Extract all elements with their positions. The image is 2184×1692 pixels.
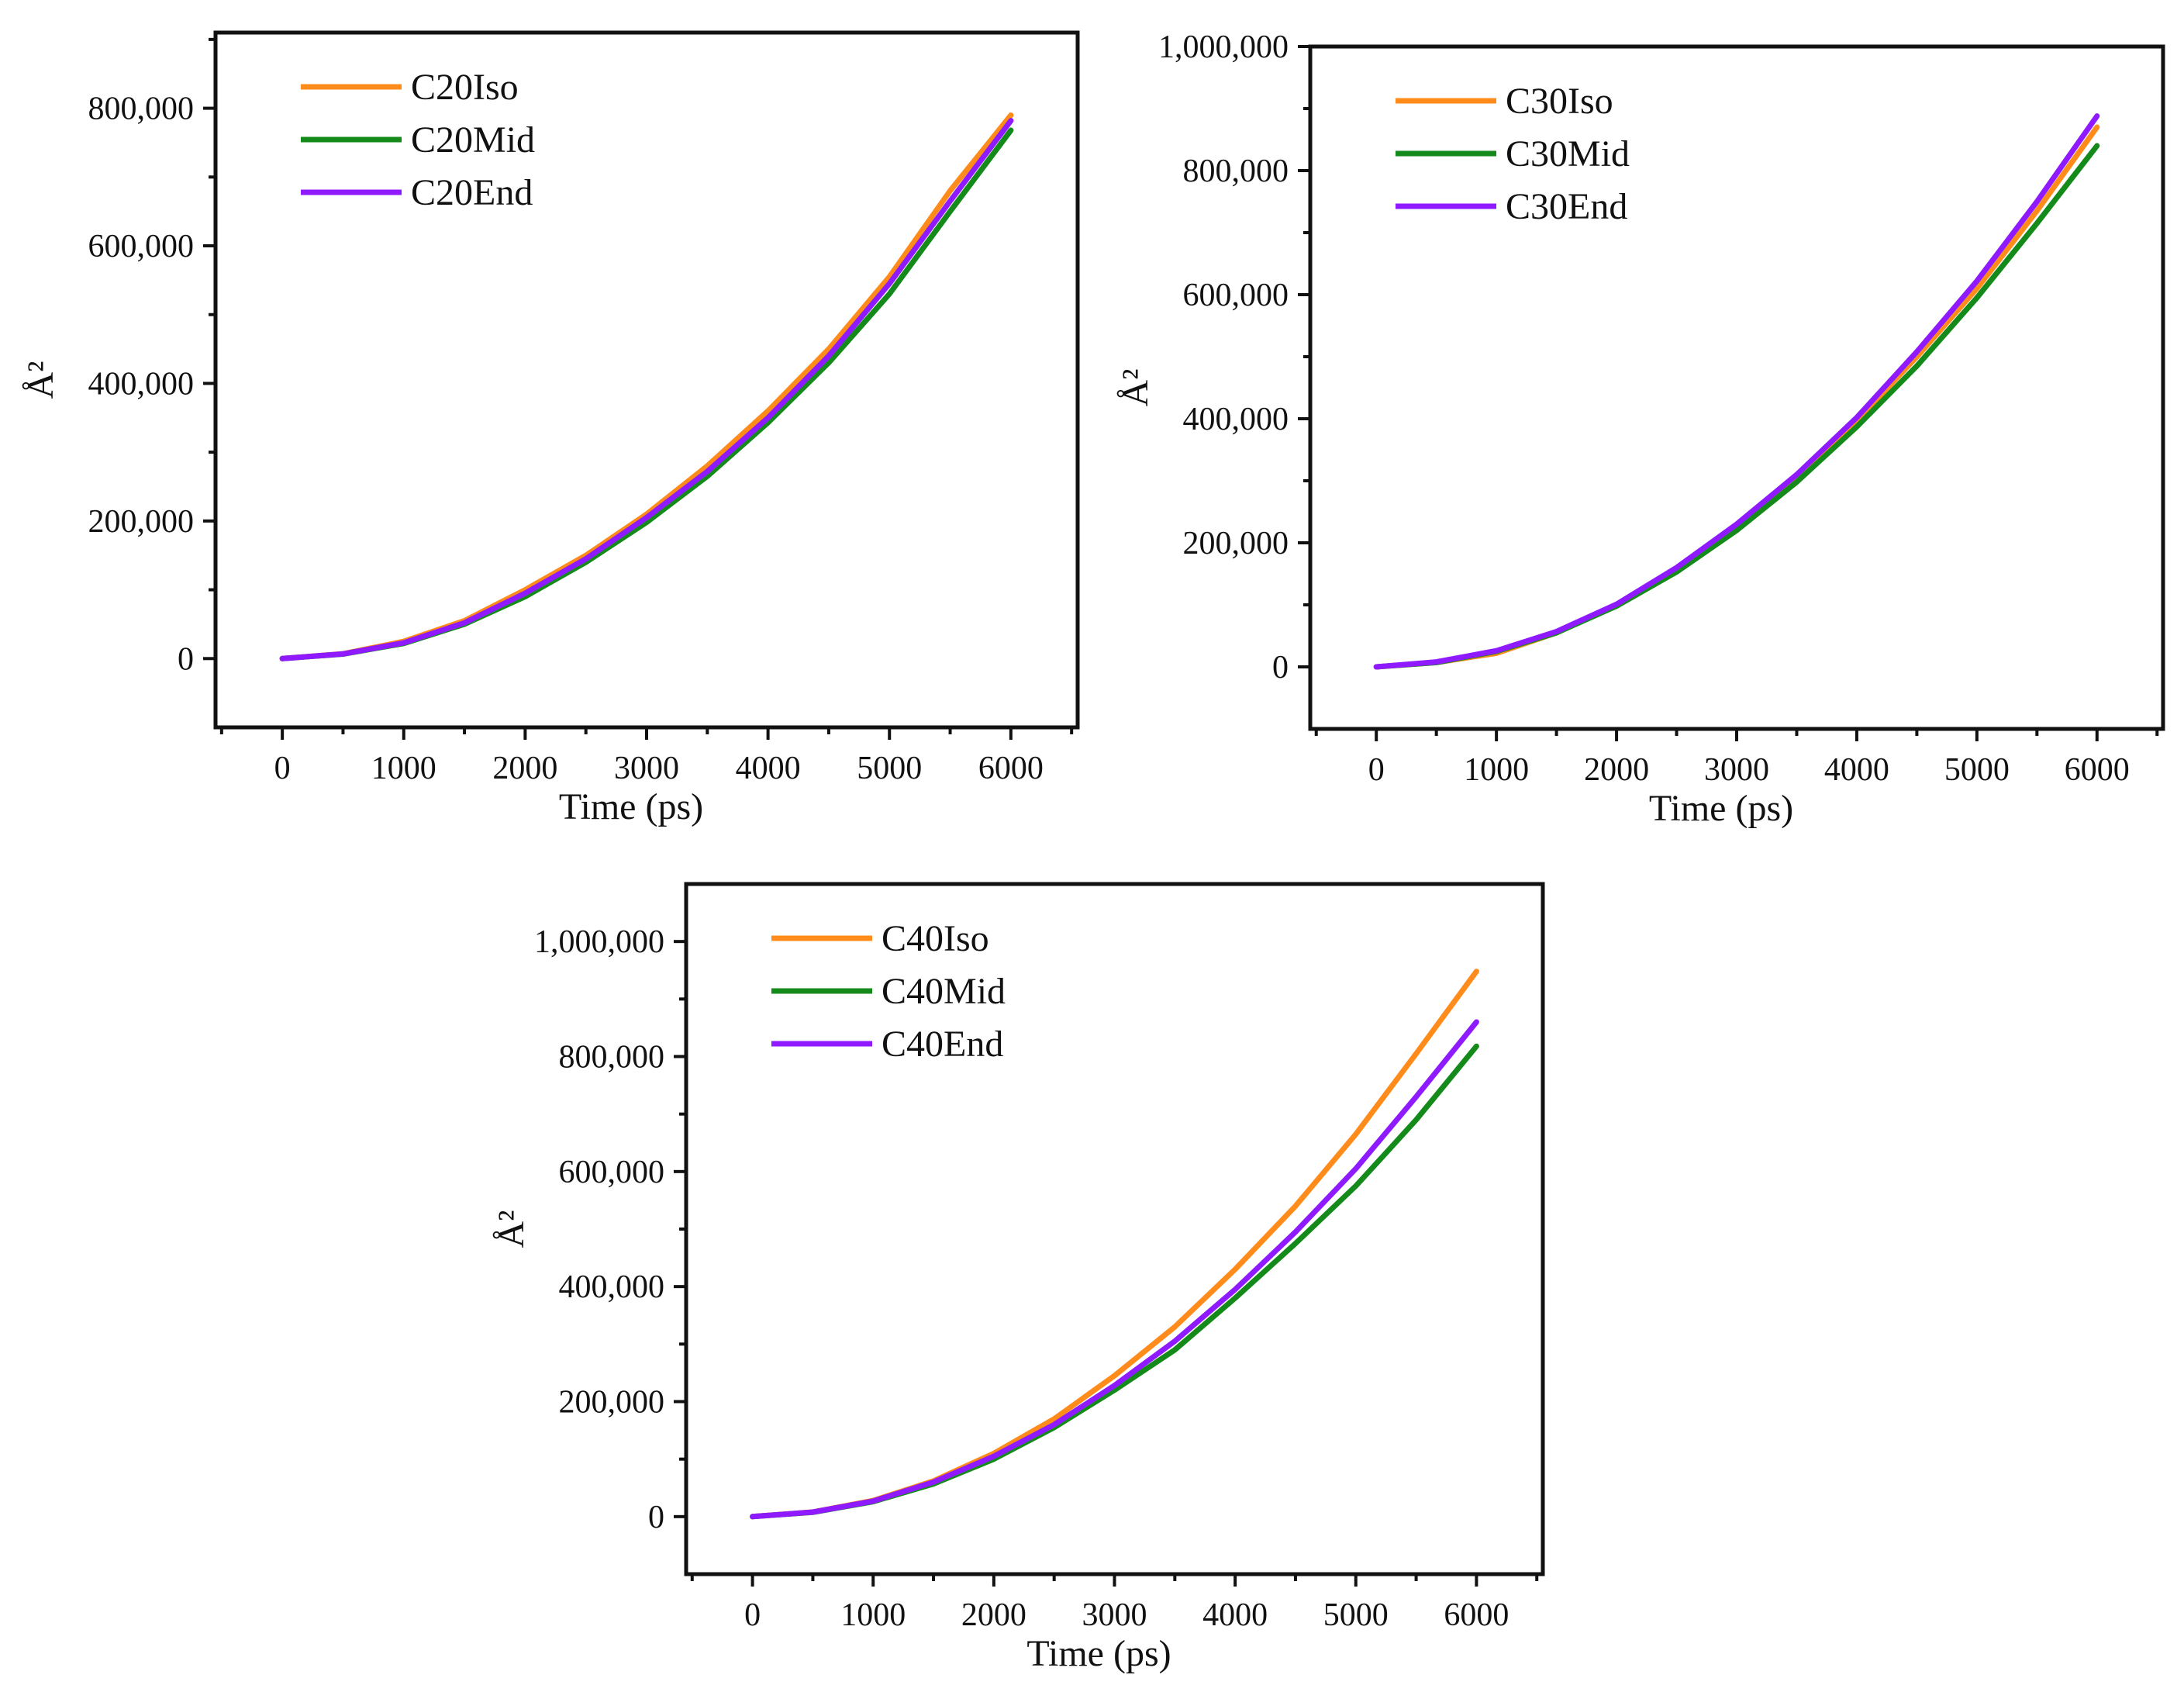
y-tick-label: 400,000 <box>559 1269 665 1305</box>
legend-label-c40iso: C40Iso <box>882 918 989 959</box>
x-tick-label: 0 <box>1368 752 1385 788</box>
x-tick-label: 0 <box>274 751 291 786</box>
x-axis-title: Time (ps) <box>1649 788 1793 829</box>
x-tick-label: 2000 <box>961 1597 1026 1633</box>
x-axis-title: Time (ps) <box>559 786 703 827</box>
y-tick-label: 0 <box>178 641 194 677</box>
y-axis-title: Å² <box>20 361 61 399</box>
legend-label-c40mid: C40Mid <box>882 971 1006 1012</box>
x-tick-label: 5000 <box>1323 1597 1389 1633</box>
x-tick-label: 6000 <box>978 751 1044 786</box>
series-line-c40end <box>750 1019 1479 1520</box>
x-tick-label: 1000 <box>1464 752 1529 788</box>
y-axis-title: Å² <box>1115 368 1156 406</box>
series-line-c20end <box>279 118 1014 661</box>
legend-label-c20end: C20End <box>411 172 533 213</box>
x-tick-label: 4000 <box>1824 752 1889 788</box>
y-tick-label: 200,000 <box>1183 526 1289 561</box>
y-tick-label: 1,000,000 <box>1158 29 1289 65</box>
x-tick-label: 1000 <box>840 1597 906 1633</box>
y-tick-label: 1,000,000 <box>534 924 664 960</box>
x-tick-label: 3000 <box>614 751 679 786</box>
legend-label-c30iso: C30Iso <box>1506 81 1613 122</box>
y-tick-label: 800,000 <box>88 92 195 127</box>
chart-panel-c30: 0 1000 2000 3000 4000 5000 6000 0 200,000 400,000… <box>1115 29 2165 829</box>
x-tick-label: 2000 <box>492 751 557 786</box>
x-tick-label: 0 <box>744 1597 761 1633</box>
legend-label-c40end: C40End <box>882 1024 1003 1065</box>
x-tick-label: 5000 <box>1944 752 2010 788</box>
x-tick-label: 4000 <box>736 751 801 786</box>
series-line-c30end <box>1373 113 2100 670</box>
x-tick-label: 6000 <box>1444 1597 1509 1633</box>
x-tick-label: 4000 <box>1202 1597 1268 1633</box>
y-tick-label: 800,000 <box>559 1040 665 1076</box>
x-tick-label: 6000 <box>2065 752 2130 788</box>
chart-panel-c20: 0 1000 2000 3000 4000 5000 6000 0 200,000 400,000… <box>20 30 1080 827</box>
x-tick-label: 2000 <box>1584 752 1649 788</box>
x-tick-label: 3000 <box>1704 752 1769 788</box>
x-tick-label: 1000 <box>371 751 436 786</box>
legend-label-c30mid: C30Mid <box>1506 133 1630 174</box>
x-tick-label: 3000 <box>1082 1597 1147 1633</box>
legend-label-c30end: C30End <box>1506 186 1627 227</box>
y-tick-label: 600,000 <box>559 1155 665 1190</box>
legend-label-c20iso: C20Iso <box>411 67 519 108</box>
y-tick-label: 600,000 <box>1183 278 1289 313</box>
y-tick-label: 200,000 <box>88 504 195 540</box>
y-tick-label: 400,000 <box>88 366 195 402</box>
y-tick-label: 800,000 <box>1183 154 1289 189</box>
y-tick-label: 400,000 <box>1183 402 1289 437</box>
y-tick-label: 0 <box>648 1500 664 1535</box>
y-tick-label: 200,000 <box>559 1385 665 1421</box>
chart-panel-c40: 0 1000 2000 3000 4000 5000 6000 0 200,000 400,000… <box>491 882 1545 1674</box>
y-tick-label: 600,000 <box>88 229 195 264</box>
y-axis-title: Å² <box>491 1210 532 1248</box>
y-tick-label: 0 <box>1272 650 1289 685</box>
x-tick-label: 5000 <box>857 751 922 786</box>
x-axis-title: Time (ps) <box>1026 1633 1171 1674</box>
legend-label-c20mid: C20Mid <box>411 119 535 161</box>
